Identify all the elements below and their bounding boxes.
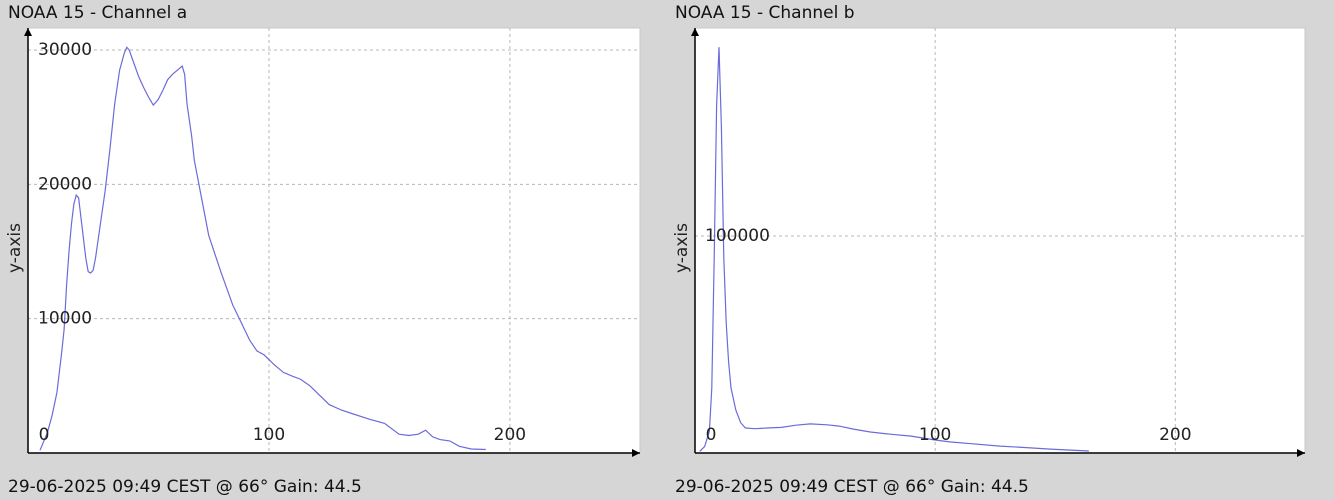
caption: 29-06-2025 09:49 CEST @ 66° Gain: 44.5 [8,477,362,497]
y-axis-label: y-axis [5,223,25,273]
x-tick-label: 0 [39,425,50,445]
y-tick-label: 100000 [705,226,770,246]
plot-area [694,27,1306,454]
y-axis-arrow [691,28,699,36]
chart-title: NOAA 15 - Channel b [675,3,855,23]
x-tick-label: 200 [494,425,526,445]
y-tick-label: 20000 [38,174,92,194]
x-tick-label: 200 [1159,425,1191,445]
x-tick-label: 100 [253,425,285,445]
caption: 29-06-2025 09:49 CEST @ 66° Gain: 44.5 [675,477,1029,497]
chart-panel: NOAA 15 - Channel a 10000 20000 30000 0 100 20… [5,3,641,497]
y-axis-arrow [24,28,32,36]
plot-area [27,27,641,454]
chart-panel: NOAA 15 - Channel b 100000 0 100 200 y-axis 29… [672,3,1306,497]
y-tick-label: 10000 [38,309,92,329]
x-axis-arrow [1297,449,1305,457]
histogram-line [699,47,1089,452]
histogram-line [39,46,486,451]
x-axis-arrow [632,449,640,457]
chart-title: NOAA 15 - Channel a [8,3,187,23]
x-tick-label: 0 [706,425,717,445]
y-tick-label: 30000 [38,40,92,60]
y-axis-label: y-axis [672,223,692,273]
x-tick-label: 100 [919,425,951,445]
